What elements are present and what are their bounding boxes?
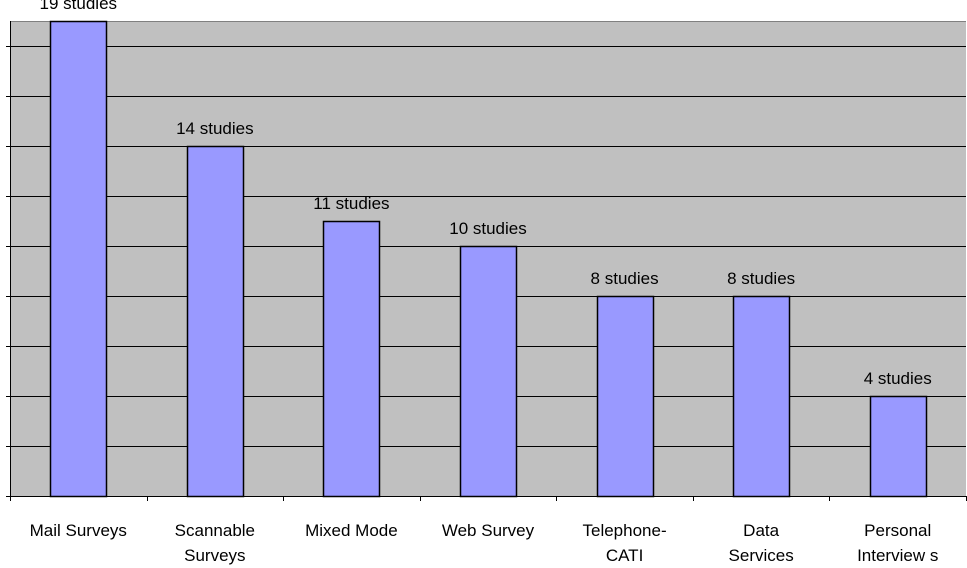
data-label: 14 studies <box>176 119 254 138</box>
data-label: 10 studies <box>449 219 527 238</box>
labels: 19 studies Mail Surveys 14 studies Scannabl… <box>30 0 939 565</box>
category-label-line: Scannable <box>175 521 255 540</box>
data-label: 19 studies <box>40 0 118 13</box>
bar <box>596 295 655 498</box>
bar <box>459 245 518 498</box>
bar <box>186 145 245 498</box>
category-label-line: Mixed Mode <box>305 521 398 540</box>
category-label-line: Services <box>729 546 794 565</box>
data-label: 8 studies <box>591 269 659 288</box>
category-label: Data Services <box>729 521 794 565</box>
category-label: Personal Interview s <box>857 521 938 565</box>
data-label: 4 studies <box>864 369 932 388</box>
category-label: Mixed Mode <box>305 521 398 540</box>
category-label-line: Web Survey <box>442 521 535 540</box>
category-label-line: Telephone- <box>583 521 667 540</box>
category-label-line: Surveys <box>184 546 245 565</box>
data-label: 8 studies <box>727 269 795 288</box>
bar <box>322 220 381 498</box>
category-label: Telephone- CATI <box>583 521 667 565</box>
bar <box>732 295 791 498</box>
category-label-line: Mail Surveys <box>30 521 127 540</box>
data-label: 11 studies <box>313 194 389 213</box>
category-label-line: Interview s <box>857 546 938 565</box>
category-label: Scannable Surveys <box>175 521 255 565</box>
bar <box>869 395 928 498</box>
category-label: Web Survey <box>442 521 535 540</box>
category-label: Mail Surveys <box>30 521 127 540</box>
category-label-line: CATI <box>606 546 643 565</box>
bars <box>49 20 928 498</box>
bar <box>49 20 108 498</box>
category-label-line: Personal <box>864 521 931 540</box>
category-label-line: Data <box>743 521 779 540</box>
